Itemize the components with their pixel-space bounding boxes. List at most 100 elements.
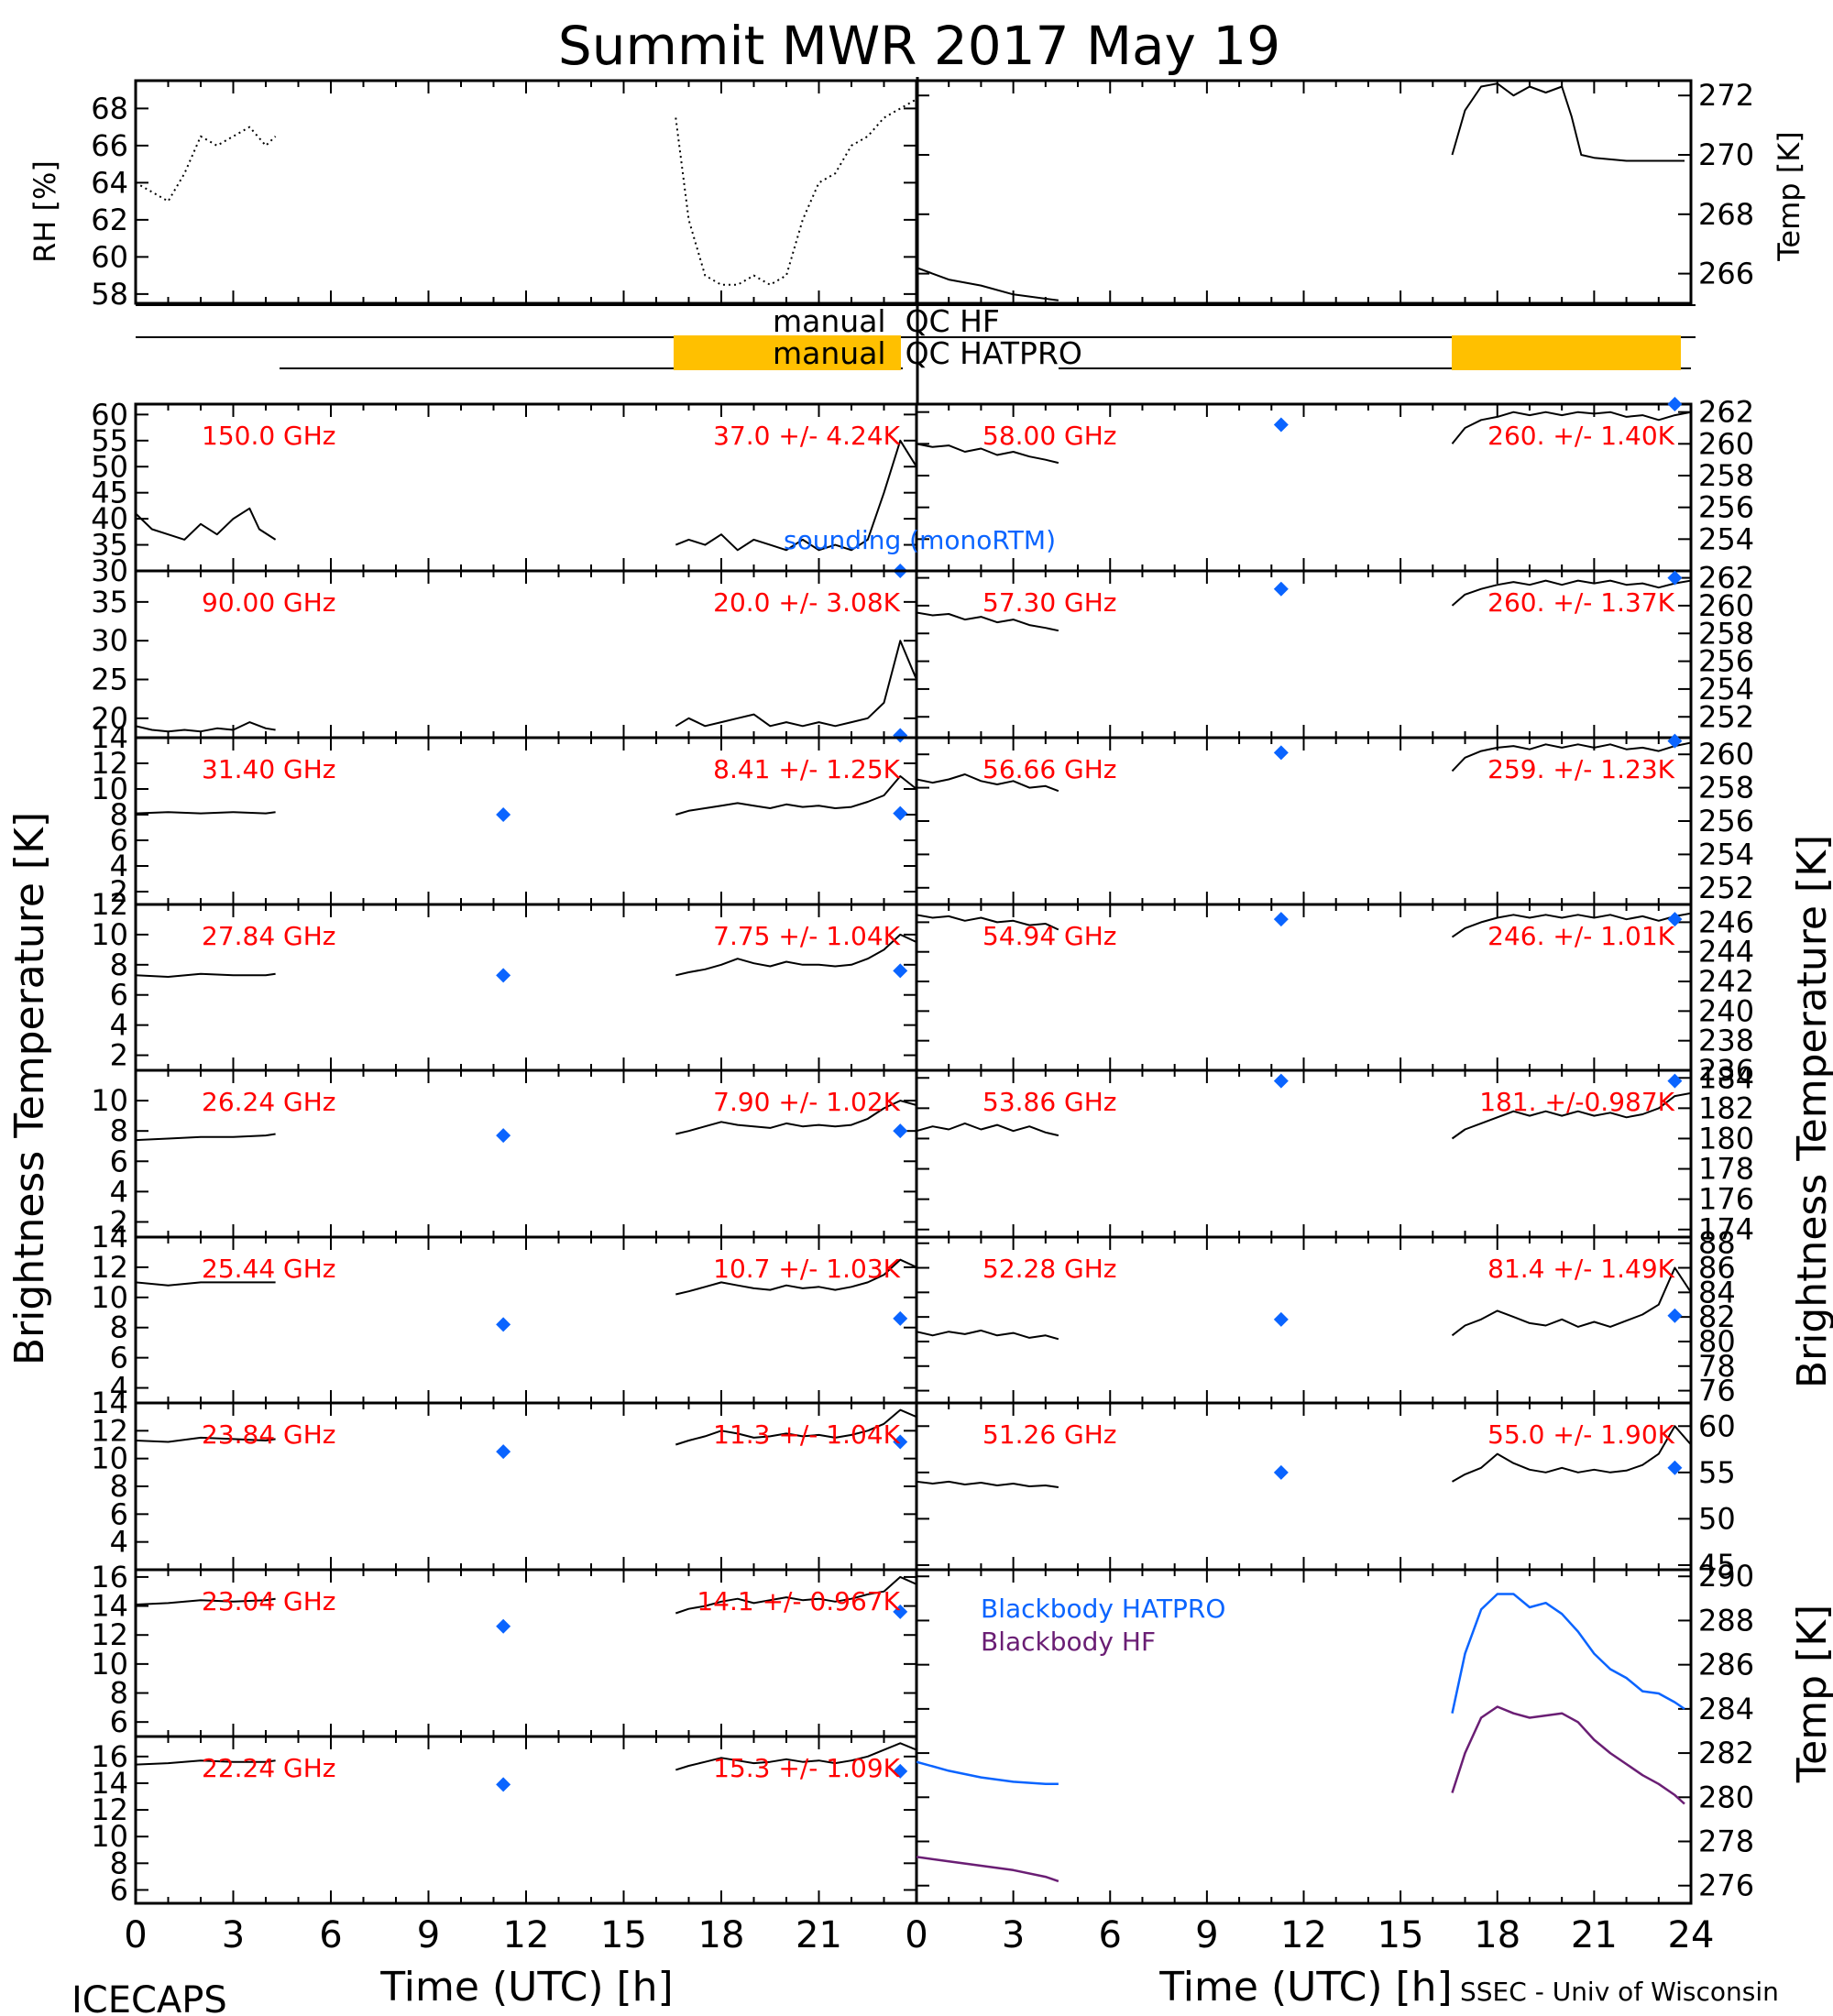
y-tick-label: 14	[91, 720, 128, 755]
panels: 5860626466682662682702723035404550556015…	[91, 78, 1754, 1956]
y-tick-label: 76	[1698, 1374, 1736, 1408]
bt-left-axis-label: Brightness Temperature [K]	[6, 812, 53, 1365]
y-tick-label: 6	[110, 823, 128, 858]
sounding-marker	[1667, 733, 1683, 749]
y-tick-label: 10	[91, 1441, 128, 1476]
data-line	[916, 267, 1059, 301]
data-line	[675, 775, 916, 816]
channel-label: 150.0 GHz	[202, 421, 336, 451]
channel-label: 90.00 GHz	[202, 587, 336, 618]
y-tick-label: 55	[1698, 1455, 1736, 1490]
y-tick-label: 14	[91, 1220, 128, 1255]
y-tick-label: 60	[91, 239, 128, 274]
y-tick-label: 238	[1698, 1024, 1754, 1058]
y-tick-label: 62	[91, 203, 128, 237]
channel-label: 58.00 GHz	[982, 421, 1117, 451]
channel-label: 53.86 GHz	[982, 1087, 1117, 1117]
y-tick-label: 176	[1698, 1182, 1754, 1217]
x-tick-label: 18	[698, 1914, 745, 1956]
panel-R5126: 45 50 55 60 51.26 GHz 55.0 +/- 1.90K	[915, 1401, 1736, 1583]
y-tick-label: 260	[1698, 588, 1754, 623]
channel-stats: 7.90 +/- 1.02K	[713, 1087, 900, 1117]
x-tick-label: 21	[1571, 1914, 1618, 1956]
channel-stats: 14.1 +/- 0.967K	[697, 1586, 900, 1616]
bt-right-axis-label: Brightness Temperature [K]	[1789, 835, 1833, 1388]
y-tick-label: 260	[1698, 426, 1754, 461]
data-line	[675, 1408, 916, 1446]
sounding-marker	[496, 1777, 511, 1792]
x-tick-label: 9	[1195, 1914, 1218, 1956]
y-tick-label: 258	[1698, 616, 1754, 651]
data-line	[675, 98, 916, 286]
panel-frame	[915, 79, 1693, 305]
y-tick-label: 6	[110, 1341, 128, 1375]
y-tick-label: 272	[1698, 78, 1754, 113]
rh-axis-label: RH [%]	[27, 160, 62, 263]
sounding-marker	[893, 728, 908, 743]
data-line	[1451, 1266, 1691, 1337]
data-line	[1451, 741, 1691, 772]
data-line	[675, 1258, 916, 1296]
sounding-marker	[893, 1123, 908, 1139]
data-line	[1451, 912, 1691, 938]
data-line	[136, 507, 277, 541]
channel-stats: 55.0 +/- 1.90K	[1487, 1419, 1674, 1450]
y-tick-label: 12	[91, 1250, 128, 1285]
x-tick-label: 6	[319, 1914, 342, 1956]
data-line	[916, 1122, 1059, 1137]
y-tick-label: 30	[91, 623, 128, 658]
y-tick-label: 12	[91, 1617, 128, 1652]
y-tick-label: 10	[91, 1647, 128, 1682]
y-tick-label: 184	[1698, 1060, 1754, 1095]
sounding-marker	[1667, 1460, 1683, 1475]
y-tick-label: 254	[1698, 521, 1754, 556]
series-line	[1451, 1593, 1685, 1714]
data-line	[916, 611, 1059, 632]
y-tick-label: 40	[91, 501, 128, 536]
sounding-marker	[1273, 912, 1289, 927]
y-tick-label: 58	[91, 277, 128, 312]
y-tick-label: 4	[110, 1174, 128, 1209]
y-tick-label: 254	[1698, 672, 1754, 707]
y-tick-label: 290	[1698, 1559, 1754, 1594]
data-line	[136, 1436, 276, 1443]
channel-label: 56.66 GHz	[982, 754, 1117, 784]
y-tick-label: 45	[91, 476, 128, 510]
y-tick-label: 8	[110, 797, 128, 832]
qc-hatpro-bar-left	[674, 335, 901, 370]
x-tick-label: 21	[796, 1914, 842, 1956]
channel-label: 54.94 GHz	[982, 921, 1117, 951]
data-line	[916, 773, 1059, 793]
y-tick-label: 256	[1698, 490, 1754, 525]
sounding-marker	[893, 805, 908, 821]
y-tick-label: 240	[1698, 993, 1754, 1028]
y-tick-label: 2	[110, 1204, 128, 1239]
y-tick-label: 10	[91, 772, 128, 806]
y-tick-label: 50	[91, 449, 128, 484]
y-tick-label: 35	[91, 585, 128, 619]
temp-top-axis-label: Temp [K]	[1772, 131, 1806, 261]
sounding-marker	[1273, 745, 1289, 761]
y-tick-label: 244	[1698, 935, 1754, 970]
channel-stats: 181. +/-0.987K	[1479, 1087, 1674, 1117]
y-tick-label: 10	[91, 1819, 128, 1854]
data-line	[136, 1133, 276, 1142]
y-tick-label: 246	[1698, 904, 1754, 939]
y-tick-label: 8	[110, 1676, 128, 1711]
sounding-marker	[1667, 1308, 1683, 1323]
bb-hatpro-legend: Blackbody HATPRO	[981, 1594, 1225, 1624]
y-tick-label: 288	[1698, 1603, 1754, 1638]
y-tick-label: 266	[1698, 257, 1754, 291]
channel-label: 23.84 GHz	[202, 1419, 336, 1450]
channel-stats: 7.75 +/- 1.04K	[713, 921, 900, 951]
y-tick-label: 242	[1698, 964, 1754, 999]
y-tick-label: 84	[1698, 1275, 1736, 1309]
sounding-marker	[1273, 1073, 1289, 1089]
y-tick-label: 4	[110, 1371, 128, 1406]
